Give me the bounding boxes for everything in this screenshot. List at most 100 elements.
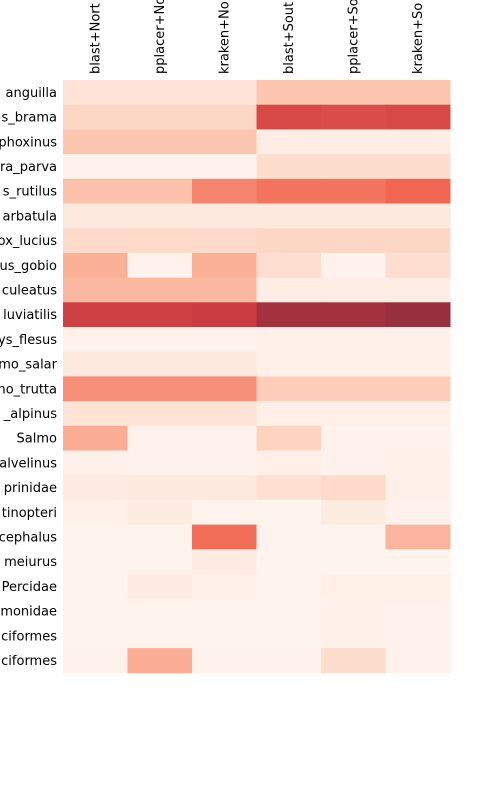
heatmap-cell	[63, 302, 128, 328]
row-tick-label: s_brama	[2, 111, 57, 126]
heatmap-cell	[192, 277, 257, 303]
heatmap-cell	[192, 104, 257, 130]
heatmap-cell	[63, 104, 128, 130]
heatmap-cell	[63, 252, 128, 279]
heatmap-cell	[192, 129, 257, 155]
row-tick-label: cephalus	[0, 530, 57, 545]
heatmap-cell	[63, 450, 128, 476]
row-tick-label: meiurus	[4, 555, 57, 570]
row-tick-label: ciformes	[1, 654, 57, 669]
heatmap-cell	[192, 80, 257, 106]
heatmap-cell	[321, 475, 386, 501]
row-tick-label: tinopteri	[2, 506, 57, 521]
heatmap-cell	[192, 228, 257, 254]
heatmap-cell	[256, 351, 322, 377]
row-labels: anguilla s_brama phoxinus ra_parva s_rutilus…	[0, 86, 58, 669]
heatmap-cell	[385, 327, 451, 353]
heatmap-cell	[192, 499, 257, 526]
column-tick-label: kraken+So	[411, 3, 426, 74]
heatmap-cell	[385, 228, 451, 254]
heatmap-cell	[256, 104, 322, 130]
heatmap-cell	[63, 203, 128, 229]
heatmap-cell	[63, 499, 128, 526]
heatmap-cell	[321, 376, 386, 402]
heatmap-cell	[127, 598, 193, 624]
row-tick-label: Salmo	[17, 432, 57, 447]
heatmap-cell	[321, 499, 386, 526]
heatmap-cell	[385, 178, 451, 204]
column-tick-label: pplacer+No	[153, 0, 168, 74]
heatmap-cell	[321, 623, 386, 649]
heatmap-cell	[63, 178, 128, 204]
heatmap-cell	[63, 574, 128, 600]
heatmap-cell	[321, 228, 386, 254]
row-tick-label: prinidae	[4, 481, 57, 496]
row-tick-label: phoxinus	[0, 135, 57, 150]
heatmap-cell	[127, 327, 193, 353]
heatmap-cell	[192, 401, 257, 427]
heatmap-cell	[127, 475, 193, 501]
heatmap-cell	[385, 549, 451, 575]
heatmap-cell	[192, 376, 257, 402]
heatmap-cell	[127, 524, 193, 550]
heatmap-cell	[256, 178, 322, 204]
row-tick-label: us_gobio	[0, 259, 57, 274]
row-tick-label: s_rutilus	[3, 185, 57, 200]
heatmap-cell	[385, 104, 451, 130]
heatmap-cell	[63, 549, 128, 575]
heatmap-cell	[321, 351, 386, 377]
heatmap-cell	[63, 277, 128, 303]
heatmap-cell	[321, 648, 386, 674]
heatmap-cell	[385, 475, 451, 501]
column-tick-label: blast+Nort	[88, 3, 103, 74]
heatmap-cell	[127, 252, 193, 279]
heatmap-cell	[127, 129, 193, 155]
heatmap-cell	[385, 80, 451, 106]
heatmap-cell	[63, 648, 128, 674]
heatmap-cell	[256, 648, 322, 674]
heatmap-cell	[63, 425, 128, 451]
heatmap-cell	[127, 574, 193, 600]
heatmap-cell	[321, 154, 386, 180]
heatmap-cell	[256, 277, 322, 303]
heatmap-cells	[63, 80, 451, 674]
heatmap-cell	[385, 425, 451, 451]
heatmap-cell	[385, 203, 451, 229]
row-tick-label: monidae	[0, 605, 57, 620]
heatmap-cell	[321, 327, 386, 353]
heatmap-cell	[385, 623, 451, 649]
heatmap-cell	[192, 351, 257, 377]
heatmap-cell	[63, 475, 128, 501]
heatmap-cell	[127, 228, 193, 254]
heatmap-cell	[127, 549, 193, 575]
heatmap-cell	[127, 401, 193, 427]
heatmap-cell	[385, 648, 451, 674]
heatmap-cell	[385, 154, 451, 180]
heatmap-cell	[192, 203, 257, 229]
heatmap-cell	[321, 425, 386, 451]
heatmap-cell	[256, 499, 322, 526]
heatmap-cell	[321, 524, 386, 550]
heatmap-cell	[63, 129, 128, 155]
heatmap-cell	[127, 499, 193, 526]
column-labels: blast+Nort pplacer+No kraken+No blast+Sout p…	[88, 0, 426, 74]
heatmap-cell	[192, 648, 257, 674]
heatmap-cell	[385, 450, 451, 476]
heatmap-cell	[256, 129, 322, 155]
heatmap-cell	[127, 623, 193, 649]
heatmap-cell	[192, 598, 257, 624]
row-tick-label: ox_lucius	[0, 234, 57, 249]
heatmap-cell	[192, 178, 257, 204]
heatmap-cell	[192, 450, 257, 476]
heatmap-cell	[63, 623, 128, 649]
heatmap-cell	[321, 302, 386, 328]
heatmap-cell	[321, 80, 386, 106]
heatmap-cell	[256, 154, 322, 180]
heatmap-cell	[385, 252, 451, 279]
heatmap-cell	[192, 425, 257, 451]
row-tick-label: alvelinus	[0, 456, 57, 471]
heatmap-cell	[385, 277, 451, 303]
heatmap-cell	[192, 549, 257, 575]
heatmap-cell	[321, 598, 386, 624]
heatmap-cell	[385, 376, 451, 402]
